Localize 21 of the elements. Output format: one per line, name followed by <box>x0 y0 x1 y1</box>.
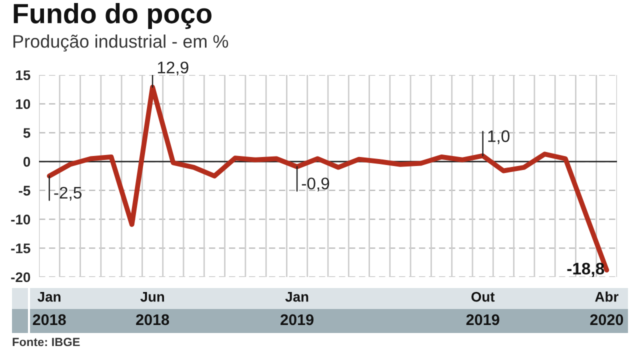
y-tick-label: -20 <box>11 272 30 282</box>
x-tick-label: Jan 2019 <box>280 292 314 326</box>
y-tick-label: 5 <box>23 128 30 138</box>
x-tick-label: Jun 2018 <box>136 292 170 326</box>
data-label: 12,9 <box>158 62 188 76</box>
data-label: -0,9 <box>302 178 330 192</box>
data-label: -18,8 <box>567 262 604 277</box>
data-label: -2,5 <box>54 186 82 201</box>
y-tick-label: 0 <box>23 156 30 167</box>
y-tick-label: -10 <box>11 214 30 224</box>
y-tick-label: 15 <box>16 70 30 80</box>
x-tick-label: Abr 2020 <box>590 292 624 326</box>
data-label: 1,0 <box>488 130 510 144</box>
x-tick-label: Jan 2018 <box>32 292 66 326</box>
x-tick-label: Out 2019 <box>466 292 500 326</box>
chart-title: Fundo do poço <box>14 3 212 29</box>
y-tick-label: -5 <box>18 186 30 196</box>
source-note: Fonte: IBGE <box>12 338 80 346</box>
y-tick-label: -15 <box>11 244 30 254</box>
y-tick-label: 10 <box>16 99 30 110</box>
chart-subtitle: Produção industrial - em % <box>13 34 228 52</box>
